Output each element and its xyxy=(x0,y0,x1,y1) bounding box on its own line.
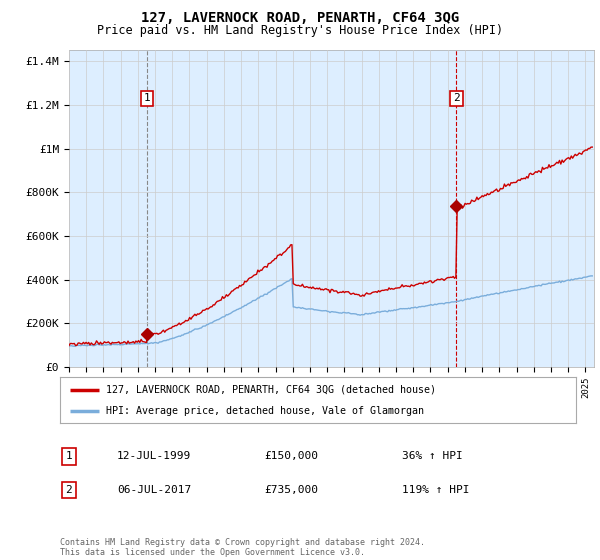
Text: Price paid vs. HM Land Registry's House Price Index (HPI): Price paid vs. HM Land Registry's House … xyxy=(97,24,503,36)
Text: HPI: Average price, detached house, Vale of Glamorgan: HPI: Average price, detached house, Vale… xyxy=(106,407,424,416)
Text: 127, LAVERNOCK ROAD, PENARTH, CF64 3QG (detached house): 127, LAVERNOCK ROAD, PENARTH, CF64 3QG (… xyxy=(106,385,436,395)
Text: £150,000: £150,000 xyxy=(264,451,318,461)
Text: 2: 2 xyxy=(453,94,460,104)
Text: 06-JUL-2017: 06-JUL-2017 xyxy=(117,485,191,495)
Text: 12-JUL-1999: 12-JUL-1999 xyxy=(117,451,191,461)
Text: £735,000: £735,000 xyxy=(264,485,318,495)
Text: 1: 1 xyxy=(144,94,151,104)
Text: 1: 1 xyxy=(65,451,73,461)
Text: 119% ↑ HPI: 119% ↑ HPI xyxy=(402,485,470,495)
Text: 36% ↑ HPI: 36% ↑ HPI xyxy=(402,451,463,461)
Text: 2: 2 xyxy=(65,485,73,495)
Text: 127, LAVERNOCK ROAD, PENARTH, CF64 3QG: 127, LAVERNOCK ROAD, PENARTH, CF64 3QG xyxy=(141,11,459,25)
Text: Contains HM Land Registry data © Crown copyright and database right 2024.
This d: Contains HM Land Registry data © Crown c… xyxy=(60,538,425,557)
